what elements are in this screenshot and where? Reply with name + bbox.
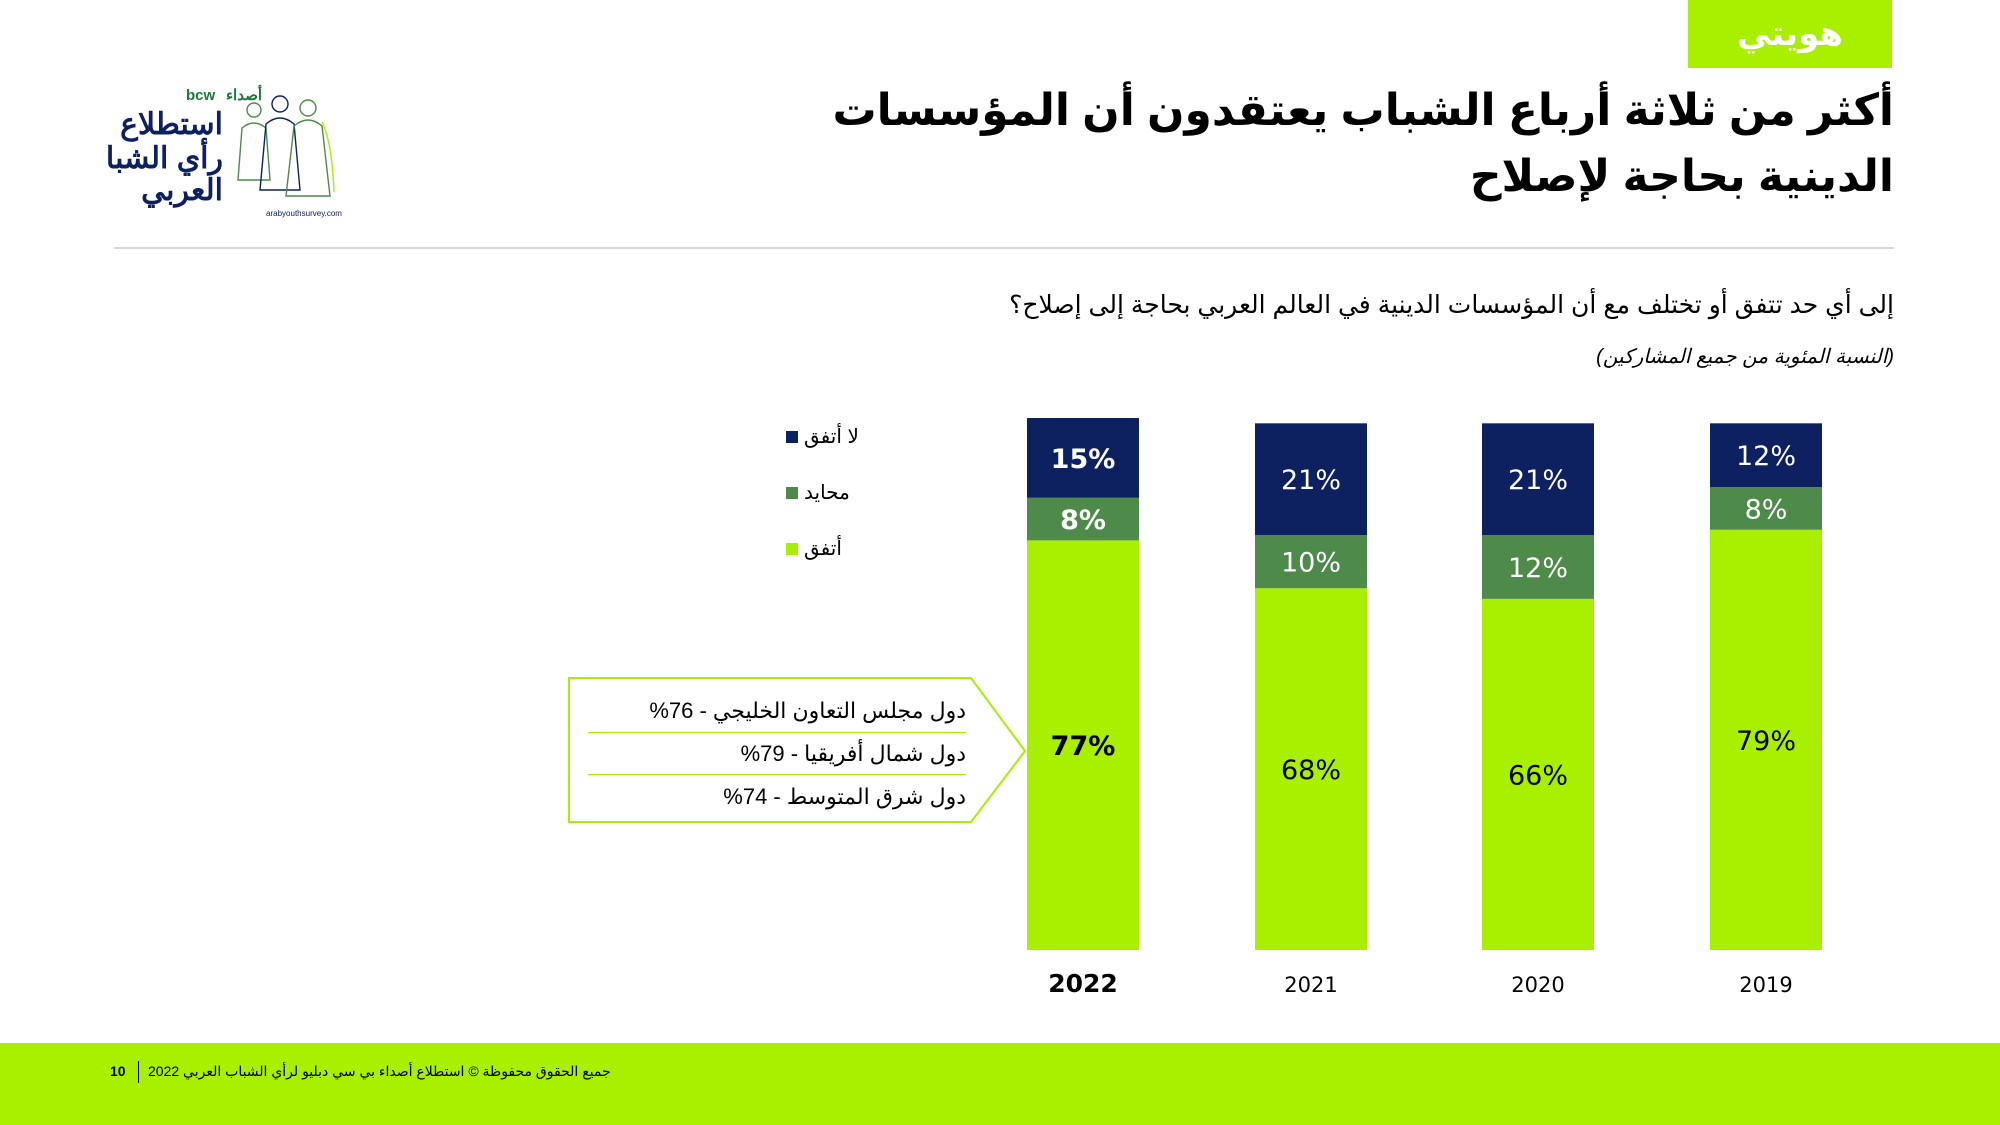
logo-url: arabyouthsurvey.com xyxy=(266,209,342,218)
data-label-neutral-2022: 8% xyxy=(1060,505,1106,536)
bar-segment-agree-2019 xyxy=(1710,529,1822,950)
survey-logo: bcw أصداء استطلاع رأي الشباب العربي arab… xyxy=(108,84,342,218)
data-label-disagree-2021: 21% xyxy=(1281,465,1341,496)
callout-line-gcc: دول مجلس التعاون الخليجي - 76% xyxy=(649,698,966,723)
x-tick-label-2020: 2020 xyxy=(1511,973,1564,997)
bar-segment-agree-2020 xyxy=(1482,598,1594,950)
bar-segment-disagree-2019 xyxy=(1710,423,1822,488)
logo-line1: استطلاع xyxy=(120,108,223,142)
data-label-agree-2021: 68% xyxy=(1281,755,1341,786)
callout-separator xyxy=(588,732,966,733)
legend-label-neutral: محايد xyxy=(804,482,850,504)
bar-segment-neutral-2022 xyxy=(1027,497,1139,541)
bar-segment-neutral-2019 xyxy=(1710,487,1822,530)
legend-swatch-agree xyxy=(786,542,798,555)
stacked-bar-chart: 77% 8% 15% 2022 68% 10% 21% 2021 66% 12% 21% 2020 79… xyxy=(1027,418,1822,998)
survey-question: إلى أي حد تتفق أو تختلف مع أن المؤسسات ا… xyxy=(1009,291,1894,319)
legend-item-neutral: محايد xyxy=(786,480,850,505)
logo-line2: رأي الشباب xyxy=(108,137,223,176)
section-tag: هويتي xyxy=(1688,0,1892,68)
people-illustration-icon xyxy=(237,95,335,197)
legend-label-agree: أتفق xyxy=(804,538,842,560)
legend-item-disagree: لا أتفق xyxy=(786,424,859,449)
logo-line3: العربي xyxy=(141,174,223,208)
x-tick-label-2022: 2022 xyxy=(1048,969,1118,998)
logo-brand-latin: bcw xyxy=(186,87,216,104)
page-number: 10 xyxy=(110,1063,126,1079)
legend-swatch-disagree xyxy=(786,430,798,443)
callout-line-north-africa: دول شمال أفريقيا - 79% xyxy=(740,741,966,766)
bar-segment-disagree-2022 xyxy=(1027,418,1139,498)
survey-base-note: (النسبة المئوية من جميع المشاركين) xyxy=(1596,346,1894,368)
data-label-agree-2020: 66% xyxy=(1508,760,1568,791)
legend-swatch-neutral xyxy=(786,486,798,499)
data-label-disagree-2022: 15% xyxy=(1051,444,1116,475)
bar-segment-agree-2022 xyxy=(1027,540,1139,950)
legend-label-disagree: لا أتفق xyxy=(804,426,859,448)
legend-item-agree: أتفق xyxy=(786,536,842,561)
logo-brand: أصداء xyxy=(226,84,262,104)
x-tick-label-2021: 2021 xyxy=(1284,973,1337,997)
footer-divider xyxy=(138,1061,139,1083)
callout-line-levant: دول شرق المتوسط - 74% xyxy=(723,784,966,809)
bar-segment-disagree-2021 xyxy=(1255,423,1367,536)
page-title: أكثر من ثلاثة أرباع الشباب يعتقدون أن ال… xyxy=(832,86,1894,201)
footer-copyright: جميع الحقوق محفوظة © استطلاع أصداء بي سي… xyxy=(148,1063,611,1079)
regional-callout-box xyxy=(568,677,1027,823)
bar-segment-agree-2021 xyxy=(1255,588,1367,950)
data-label-agree-2022: 77% xyxy=(1051,731,1116,762)
data-label-neutral-2020: 12% xyxy=(1508,553,1568,584)
data-label-neutral-2021: 10% xyxy=(1281,548,1341,579)
bar-segment-neutral-2021 xyxy=(1255,535,1367,589)
data-label-neutral-2019: 8% xyxy=(1745,494,1788,525)
bar-segment-neutral-2020 xyxy=(1482,535,1594,599)
bar-segment-disagree-2020 xyxy=(1482,423,1594,536)
callout-separator xyxy=(588,774,966,775)
data-label-agree-2019: 79% xyxy=(1736,726,1796,757)
footer-bar: 10 جميع الحقوق محفوظة © استطلاع أصداء بي… xyxy=(0,1043,2000,1125)
x-tick-label-2019: 2019 xyxy=(1739,973,1792,997)
data-label-disagree-2019: 12% xyxy=(1736,441,1796,472)
header-divider xyxy=(114,247,1894,249)
data-label-disagree-2020: 21% xyxy=(1508,465,1568,496)
